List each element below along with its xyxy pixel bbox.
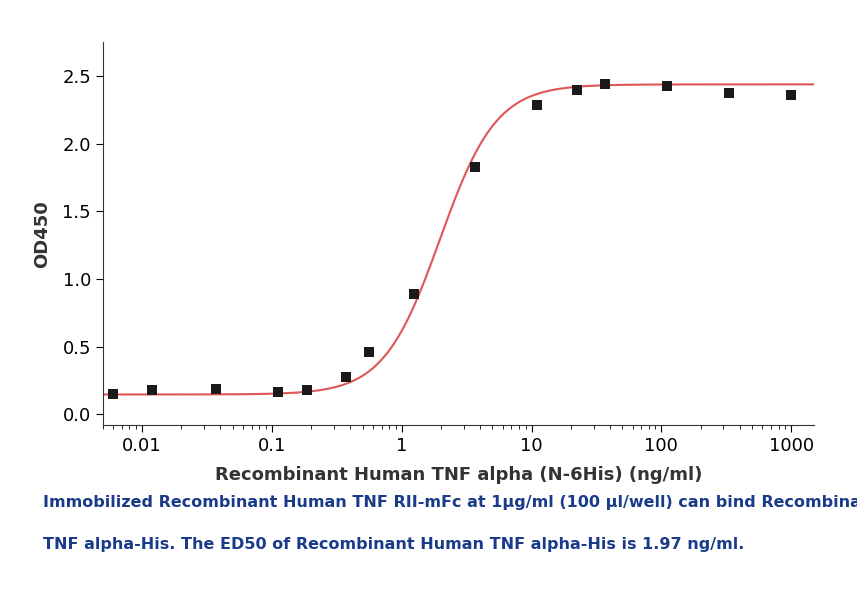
Point (339, 372, 352, 382)
Point (469, 162, 482, 172)
Point (722, 88, 736, 98)
Point (784, 90, 798, 100)
Point (530, 101, 544, 110)
Point (271, 387, 285, 396)
Point (661, 81, 674, 90)
Point (146, 385, 159, 395)
Text: Immobilized Recombinant Human TNF RII-mFc at 1μg/ml (100 μl/well) can bind Recom: Immobilized Recombinant Human TNF RII-mF… (43, 495, 857, 510)
Point (300, 385, 314, 395)
Point (362, 347, 375, 357)
X-axis label: Recombinant Human TNF alpha (N-6His) (ng/ml): Recombinant Human TNF alpha (N-6His) (ng… (215, 466, 702, 484)
Point (570, 86, 584, 95)
Point (209, 384, 223, 394)
Point (407, 289, 421, 299)
Point (106, 390, 120, 399)
Point (598, 80, 612, 89)
Text: TNF alpha-His. The ED50 of Recombinant Human TNF alpha-His is 1.97 ng/ml.: TNF alpha-His. The ED50 of Recombinant H… (43, 537, 744, 552)
Y-axis label: OD450: OD450 (33, 200, 51, 268)
